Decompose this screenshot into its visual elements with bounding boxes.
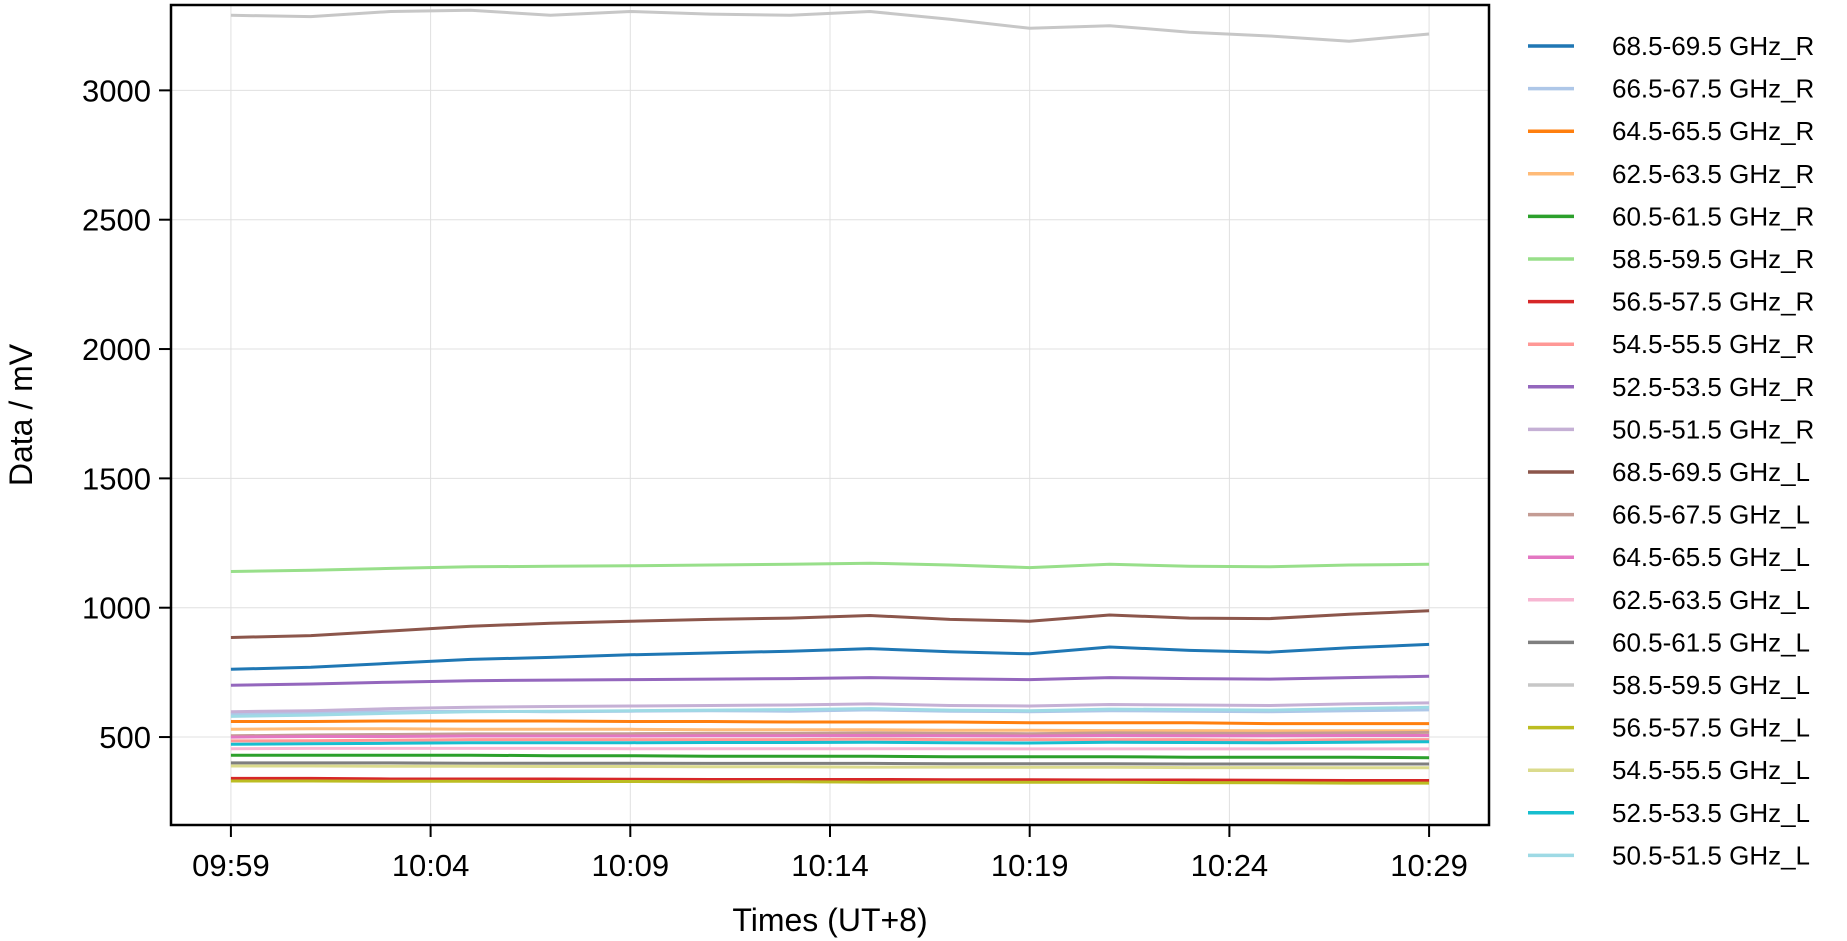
grid (171, 5, 1489, 825)
legend-label: 50.5-51.5 GHz_L (1612, 840, 1810, 870)
legend-label: 50.5-51.5 GHz_R (1612, 414, 1814, 444)
series-line (230, 753, 1430, 760)
x-tick-label: 10:19 (991, 848, 1069, 883)
legend-label: 56.5-57.5 GHz_R (1612, 287, 1814, 317)
series-line (230, 761, 1430, 766)
x-tick-label: 10:09 (592, 848, 670, 883)
series-line (230, 609, 1430, 639)
legend-label: 64.5-65.5 GHz_L (1612, 542, 1810, 572)
y-axis: 500 1000 1500 2000 2500 3000 (82, 73, 171, 755)
legend-item: 64.5-65.5 GHz_L (1528, 542, 1810, 572)
series-line (230, 642, 1430, 671)
legend-label: 60.5-61.5 GHz_R (1612, 201, 1814, 231)
x-tick-label: 10:29 (1390, 848, 1468, 883)
legend-label: 58.5-59.5 GHz_L (1612, 670, 1810, 700)
series-line (230, 701, 1430, 714)
series-lines (230, 8, 1430, 785)
legend-label: 54.5-55.5 GHz_L (1612, 755, 1810, 785)
legend-item: 52.5-53.5 GHz_R (1528, 372, 1814, 402)
legend-label: 60.5-61.5 GHz_L (1612, 627, 1810, 657)
legend-label: 52.5-53.5 GHz_L (1612, 798, 1810, 828)
x-tick-label: 10:04 (392, 848, 470, 883)
legend-item: 66.5-67.5 GHz_L (1528, 500, 1810, 530)
legend-item: 56.5-57.5 GHz_L (1528, 713, 1810, 743)
x-axis: 09:59 10:04 10:09 10:14 10:19 10:24 10:29 (192, 825, 1468, 883)
legend-item: 60.5-61.5 GHz_R (1528, 201, 1814, 231)
y-tick-label: 1500 (82, 461, 151, 496)
legend-item: 64.5-65.5 GHz_R (1528, 116, 1814, 146)
x-tick-label: 10:14 (791, 848, 869, 883)
legend-label: 62.5-63.5 GHz_R (1612, 159, 1814, 189)
legend-item: 58.5-59.5 GHz_L (1528, 670, 1810, 700)
legend-item: 62.5-63.5 GHz_R (1528, 159, 1814, 189)
series-line (230, 776, 1430, 782)
legend-item: 62.5-63.5 GHz_L (1528, 585, 1810, 615)
legend-label: 54.5-55.5 GHz_R (1612, 329, 1814, 359)
series-line (230, 779, 1430, 785)
legend-label: 68.5-69.5 GHz_R (1612, 31, 1814, 61)
series-line (230, 8, 1430, 43)
y-tick-label: 500 (99, 720, 151, 755)
legend-label: 62.5-63.5 GHz_L (1612, 585, 1810, 615)
legend-label: 66.5-67.5 GHz_L (1612, 500, 1810, 530)
y-tick-label: 3000 (82, 73, 151, 108)
legend-item: 68.5-69.5 GHz_L (1528, 457, 1810, 487)
x-tick-label: 09:59 (192, 848, 270, 883)
legend-label: 68.5-69.5 GHz_L (1612, 457, 1810, 487)
legend-label: 52.5-53.5 GHz_R (1612, 372, 1814, 402)
y-tick-label: 1000 (82, 591, 151, 626)
legend-item: 54.5-55.5 GHz_L (1528, 755, 1810, 785)
series-line (230, 674, 1430, 687)
series-line (230, 737, 1430, 743)
legend: 68.5-69.5 GHz_R 66.5-67.5 GHz_R 64.5-65.5 … (1528, 31, 1814, 870)
series-line (230, 705, 1430, 718)
series-line (230, 764, 1430, 770)
series-line (230, 561, 1430, 573)
legend-label: 56.5-57.5 GHz_L (1612, 713, 1810, 743)
legend-item: 50.5-51.5 GHz_R (1528, 414, 1814, 444)
legend-item: 66.5-67.5 GHz_R (1528, 74, 1814, 104)
legend-item: 50.5-51.5 GHz_L (1528, 840, 1810, 870)
legend-item: 56.5-57.5 GHz_R (1528, 287, 1814, 317)
x-tick-label: 10:24 (1191, 848, 1269, 883)
y-tick-label: 2000 (82, 332, 151, 367)
legend-label: 58.5-59.5 GHz_R (1612, 244, 1814, 274)
series-line (230, 746, 1430, 751)
series-line (230, 734, 1430, 739)
legend-item: 68.5-69.5 GHz_R (1528, 31, 1814, 61)
series-line (230, 740, 1430, 746)
series-line (230, 730, 1430, 738)
legend-item: 52.5-53.5 GHz_L (1528, 798, 1810, 828)
series-line (230, 727, 1430, 733)
legend-item: 58.5-59.5 GHz_R (1528, 244, 1814, 274)
y-axis-label: Data / mV (3, 343, 39, 486)
legend-label: 66.5-67.5 GHz_R (1612, 74, 1814, 104)
x-axis-label: Times (UT+8) (732, 902, 927, 938)
y-tick-label: 2500 (82, 203, 151, 238)
legend-item: 60.5-61.5 GHz_L (1528, 627, 1810, 657)
series-line (230, 719, 1430, 726)
legend-label: 64.5-65.5 GHz_R (1612, 116, 1814, 146)
legend-item: 54.5-55.5 GHz_R (1528, 329, 1814, 359)
